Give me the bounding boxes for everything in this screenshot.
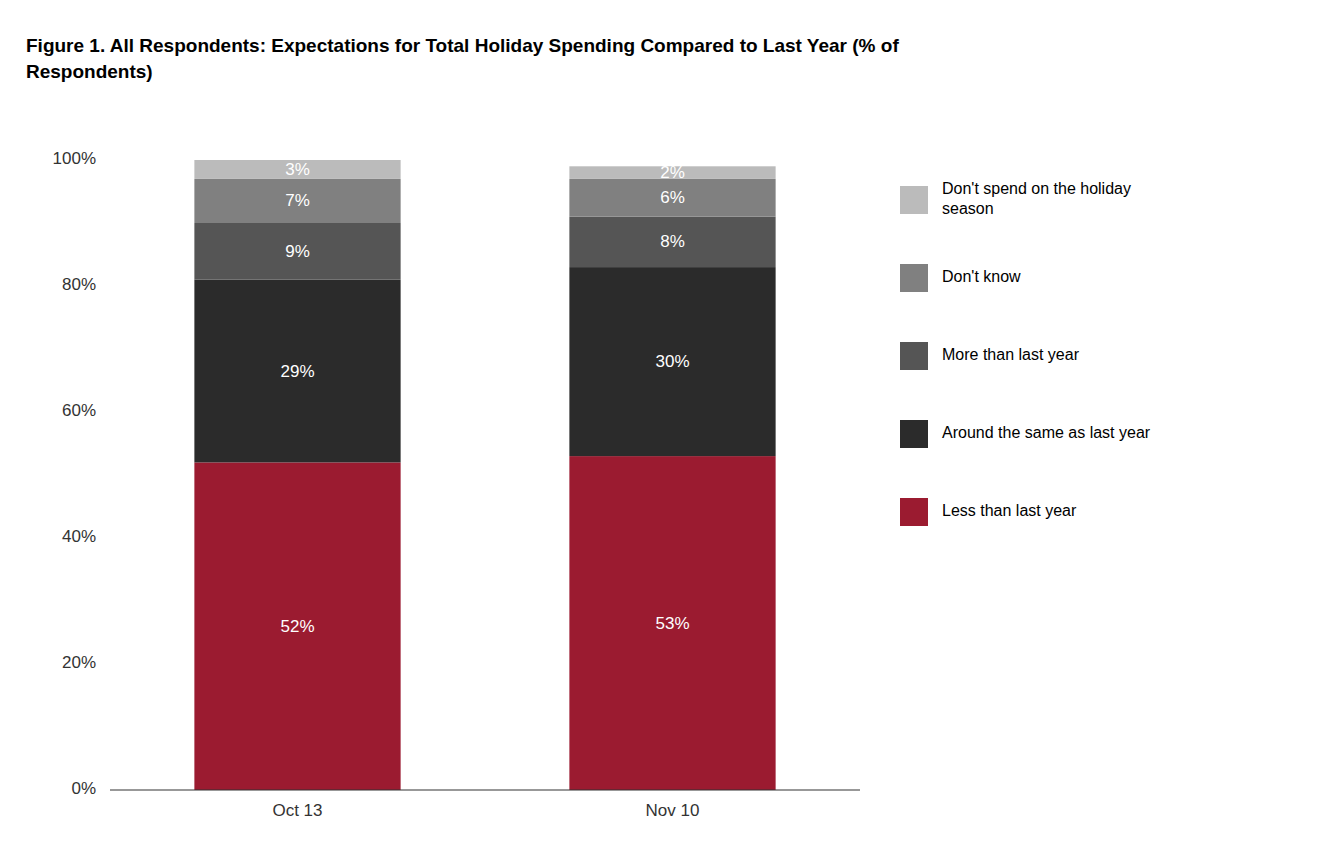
bar-segment [569,267,775,456]
legend-swatch [900,498,928,526]
chart: Figure 1. All Respondents: Expectations … [0,0,1322,868]
y-tick-label: 20% [62,653,96,672]
y-tick-label: 40% [62,527,96,546]
bar-segment [194,223,400,280]
data-label: 53% [655,614,689,633]
y-tick-label: 100% [53,149,96,168]
data-label: 9% [285,242,310,261]
legend-label: Around the same as last year [942,424,1151,441]
x-tick-label: Nov 10 [646,801,700,820]
data-label: 3% [285,160,310,179]
data-label: 30% [655,352,689,371]
legend-label: Don't know [942,268,1021,285]
bars [194,160,775,790]
data-label: 6% [660,188,685,207]
x-tick-label: Oct 13 [272,801,322,820]
y-tick-label: 60% [62,401,96,420]
y-tick-label: 80% [62,275,96,294]
data-label: 8% [660,232,685,251]
data-labels: 52% 53% 29% 30% 9% 8% 7% 6% 3% 2% [280,160,689,636]
data-label: 7% [285,191,310,210]
title: Figure 1. All Respondents: Expectations … [26,35,899,82]
legend-label: More than last year [942,346,1080,363]
x-axis-line [110,789,860,790]
bar-segment [569,456,775,790]
bar-segment [194,160,400,179]
bar-segment [194,462,400,790]
legend-swatch [900,264,928,292]
bar-segment [194,280,400,463]
data-label: 2% [660,163,685,182]
legend-swatch [900,186,928,214]
bar-segment [569,217,775,267]
legend-label: Less than last year [942,502,1077,519]
legend-swatch [900,342,928,370]
y-tick-label: 0% [71,779,96,798]
legend: Don't spend on the holidayseason Don't kn… [900,180,1151,526]
legend-swatch [900,420,928,448]
bar-segment [569,179,775,217]
bar-segment [194,179,400,223]
data-label: 29% [280,362,314,381]
legend-label: Don't spend on the holidayseason [942,180,1131,217]
chart-container: Figure 1. All Respondents: Expectations … [0,0,1322,868]
data-label: 52% [280,617,314,636]
